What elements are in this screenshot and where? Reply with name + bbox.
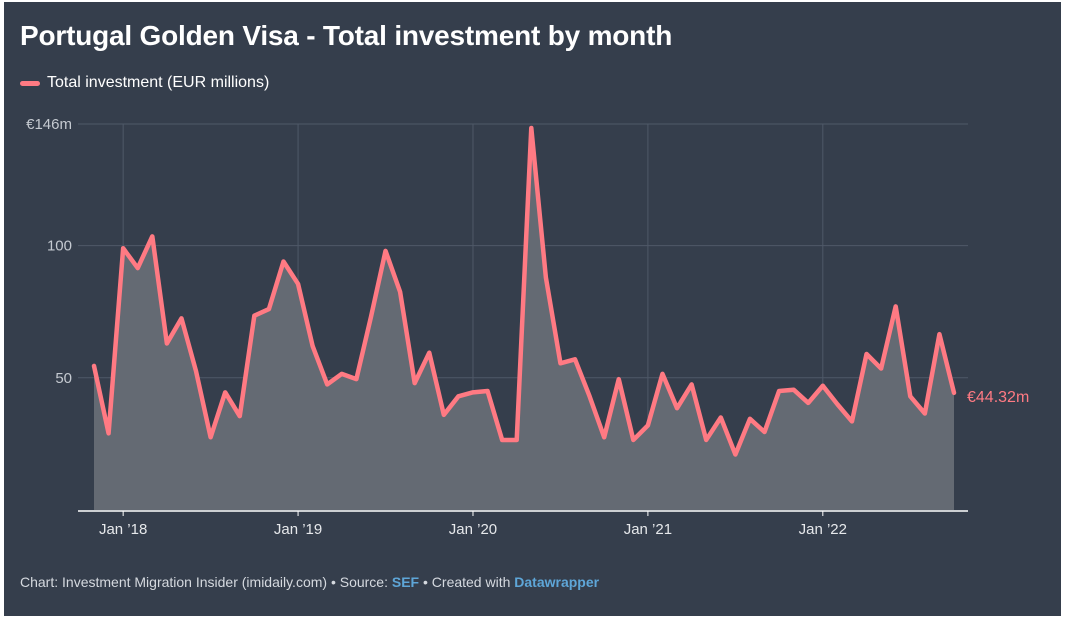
data-point bbox=[777, 389, 781, 393]
series-line bbox=[91, 125, 957, 457]
data-point bbox=[544, 275, 548, 279]
data-point bbox=[369, 315, 373, 319]
data-point bbox=[281, 259, 285, 263]
data-point bbox=[442, 413, 446, 417]
data-point bbox=[835, 402, 839, 406]
data-point bbox=[893, 304, 897, 308]
data-point bbox=[719, 415, 723, 419]
data-point bbox=[529, 126, 533, 130]
data-point bbox=[106, 431, 110, 435]
data-point bbox=[908, 394, 912, 398]
data-point bbox=[791, 388, 795, 392]
data-point bbox=[412, 381, 416, 385]
data-point bbox=[208, 435, 212, 439]
footer-credit: Chart: Investment Migration Insider (imi… bbox=[20, 574, 392, 590]
data-point bbox=[456, 394, 460, 398]
footer-datawrapper-link[interactable]: Datawrapper bbox=[514, 574, 600, 590]
data-point bbox=[471, 390, 475, 394]
data-point bbox=[689, 382, 693, 386]
footer-source-link[interactable]: SEF bbox=[391, 574, 420, 590]
data-point bbox=[310, 344, 314, 348]
data-point bbox=[136, 266, 140, 270]
chart-footer: Chart: Investment Migration Insider (imi… bbox=[20, 574, 599, 590]
y-tick-label: 100 bbox=[47, 238, 72, 255]
chart-title: Portugal Golden Visa - Total investment … bbox=[20, 20, 673, 51]
data-point bbox=[937, 332, 941, 336]
data-point bbox=[500, 438, 504, 442]
data-point bbox=[515, 438, 519, 442]
data-point bbox=[194, 369, 198, 373]
legend-label: Total investment (EUR millions) bbox=[47, 74, 270, 91]
data-point bbox=[850, 419, 854, 423]
data-point bbox=[952, 391, 956, 395]
data-point bbox=[427, 350, 431, 354]
data-point bbox=[354, 377, 358, 381]
data-point bbox=[675, 406, 679, 410]
x-tick-label: Jan ’19 bbox=[274, 521, 322, 538]
data-point bbox=[325, 382, 329, 386]
data-point bbox=[660, 372, 664, 376]
data-point bbox=[121, 246, 125, 250]
data-point bbox=[733, 452, 737, 456]
data-point bbox=[587, 394, 591, 398]
data-point bbox=[762, 430, 766, 434]
data-point bbox=[631, 438, 635, 442]
data-point bbox=[646, 423, 650, 427]
data-point bbox=[879, 366, 883, 370]
chart-plot: €146m 100 50 Jan ’18 Jan ’19 Jan ’20 Jan ’21 Ja… bbox=[26, 116, 1029, 538]
y-tick-label: €146m bbox=[26, 116, 72, 133]
x-tick-label: Jan ’20 bbox=[449, 521, 497, 538]
x-tick-label: Jan ’21 bbox=[624, 521, 672, 538]
data-point bbox=[267, 307, 271, 311]
data-point bbox=[252, 313, 256, 317]
data-point bbox=[864, 352, 868, 356]
data-point bbox=[340, 372, 344, 376]
data-point bbox=[485, 389, 489, 393]
data-point bbox=[923, 411, 927, 415]
data-point bbox=[398, 290, 402, 294]
end-value-label: €44.32m bbox=[967, 389, 1029, 406]
legend: Total investment (EUR millions) bbox=[20, 74, 269, 92]
data-point bbox=[92, 364, 96, 368]
data-point bbox=[748, 417, 752, 421]
footer-created-with: • Created with bbox=[419, 574, 515, 590]
data-point bbox=[383, 249, 387, 253]
data-point bbox=[238, 414, 242, 418]
data-point bbox=[602, 435, 606, 439]
data-point bbox=[150, 234, 154, 238]
y-tick-label: 50 bbox=[55, 370, 72, 387]
legend-swatch bbox=[20, 80, 40, 86]
data-point bbox=[704, 438, 708, 442]
data-point bbox=[617, 377, 621, 381]
data-point bbox=[179, 316, 183, 320]
data-point bbox=[806, 401, 810, 405]
data-point bbox=[165, 341, 169, 345]
x-tick-label: Jan ’22 bbox=[799, 521, 847, 538]
data-point bbox=[821, 384, 825, 388]
data-point bbox=[223, 390, 227, 394]
chart-frame: Portugal Golden Visa - Total investment … bbox=[4, 2, 1061, 616]
data-point bbox=[296, 282, 300, 286]
data-point bbox=[573, 357, 577, 361]
data-point bbox=[558, 361, 562, 365]
x-tick-label: Jan ’18 bbox=[99, 521, 147, 538]
